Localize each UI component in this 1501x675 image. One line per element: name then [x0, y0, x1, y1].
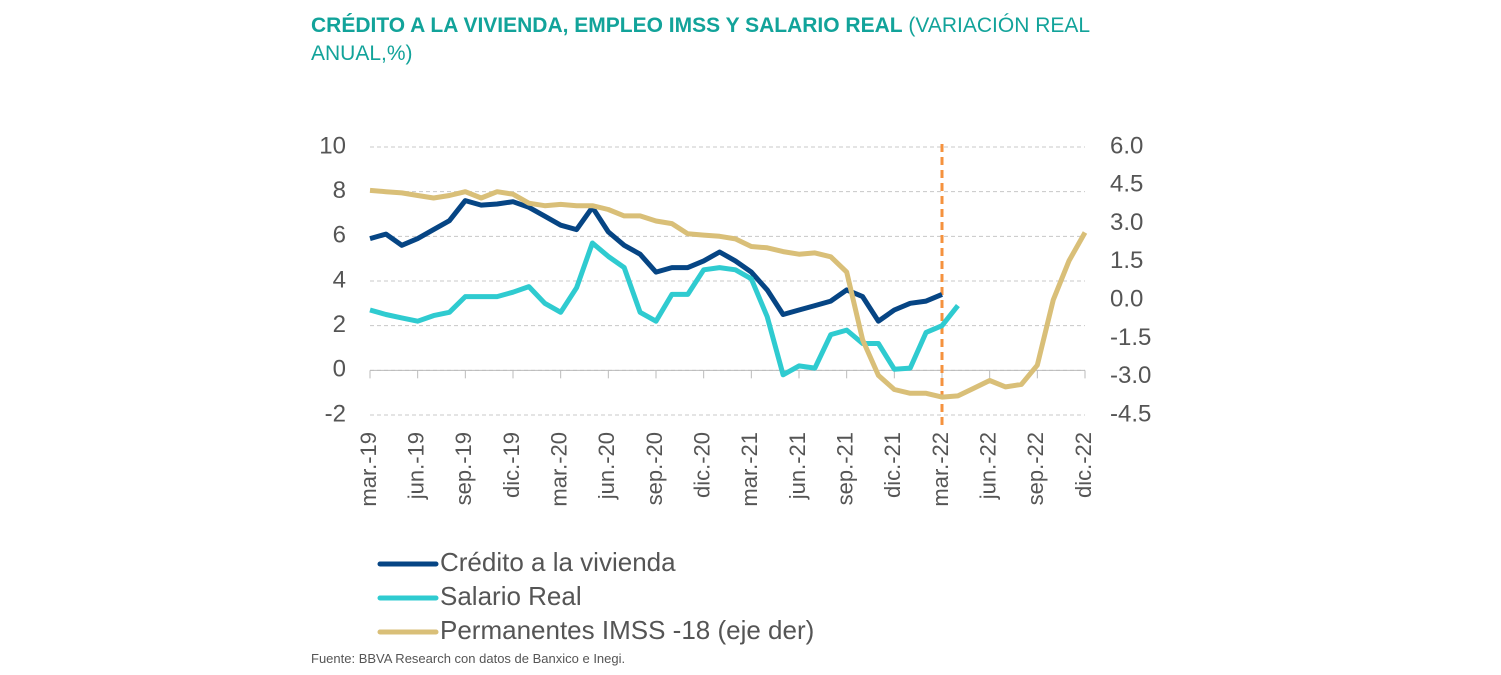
x-tick-label: jun.-22: [975, 432, 1000, 500]
x-tick-label: mar.-21: [737, 432, 762, 507]
y2-tick-label: 3.0: [1110, 209, 1143, 236]
y2-tick-label: 1.5: [1110, 247, 1143, 274]
y-tick-label: 8: [333, 177, 346, 204]
x-tick-label: dic.-19: [499, 432, 524, 498]
y-tick-label: -2: [325, 400, 346, 427]
x-tick-label: jun.-19: [403, 432, 428, 500]
legend-label: Crédito a la vivienda: [440, 547, 676, 577]
x-tick-label: jun.-21: [785, 432, 810, 500]
x-tick-label: mar.-20: [546, 432, 571, 507]
x-tick-label: dic.-21: [880, 432, 905, 498]
source-note: Fuente: BBVA Research con datos de Banxi…: [311, 651, 626, 666]
y-tick-label: 2: [333, 311, 346, 338]
series-line: [369, 187, 1088, 400]
series-line: [369, 240, 960, 378]
x-tick-label: dic.-20: [689, 432, 714, 498]
chart-subtitle: (VARIACIÓN REAL ANUAL,%): [311, 14, 1090, 65]
y2-tick-label: -1.5: [1110, 324, 1151, 351]
y-tick-label: 6: [333, 222, 346, 249]
y2-tick-label: -3.0: [1110, 362, 1151, 389]
x-tick-label: sep.-22: [1023, 432, 1048, 505]
x-tick-label: mar.-19: [356, 432, 381, 507]
y-tick-label: 0: [333, 356, 346, 383]
series-line: [369, 198, 943, 324]
title-block: CRÉDITO A LA VIVIENDA, EMPLEO IMSS Y SAL…: [311, 12, 1171, 68]
legend-label: Salario Real: [440, 581, 582, 611]
x-tick-label: sep.-20: [642, 432, 667, 505]
legend-label: Permanentes IMSS -18 (eje der): [440, 615, 814, 645]
y-tick-label: 10: [319, 132, 346, 159]
y2-tick-label: 0.0: [1110, 285, 1143, 312]
y2-tick-label: 4.5: [1110, 171, 1143, 198]
chart-title: CRÉDITO A LA VIVIENDA, EMPLEO IMSS Y SAL…: [311, 14, 903, 37]
y2-tick-label: -4.5: [1110, 400, 1151, 427]
x-tick-label: mar.-22: [928, 432, 953, 507]
x-tick-label: sep.-19: [451, 432, 476, 505]
x-tick-label: sep.-21: [832, 432, 857, 505]
y2-tick-label: 6.0: [1110, 132, 1143, 159]
x-tick-label: jun.-20: [594, 432, 619, 500]
y-tick-label: 4: [333, 266, 346, 293]
x-tick-label: dic.-22: [1071, 432, 1096, 498]
